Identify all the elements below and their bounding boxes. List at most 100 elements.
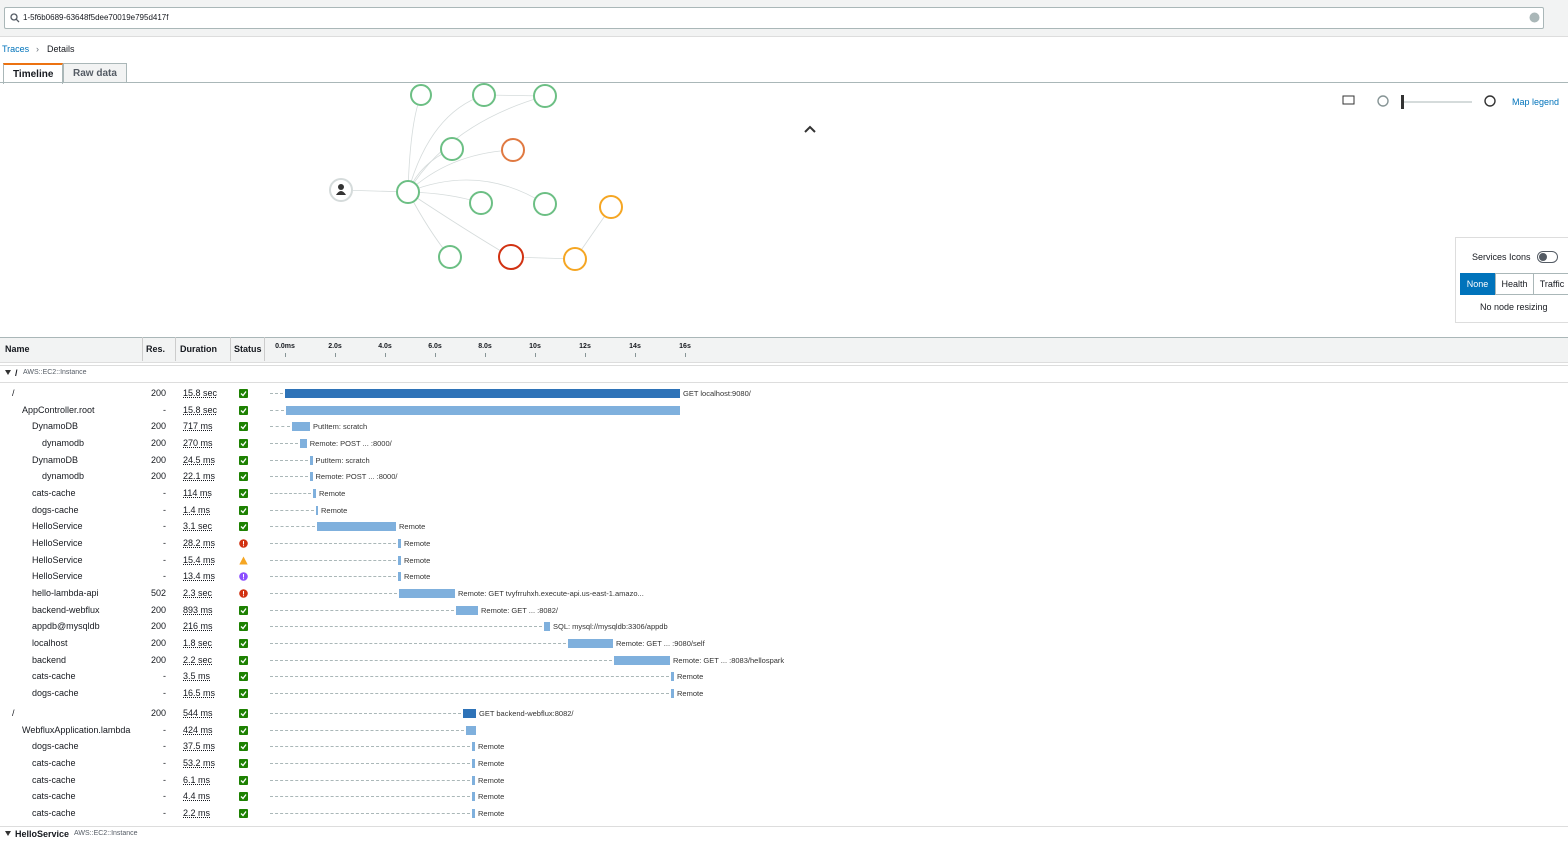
tab[interactable]: Raw data (63, 63, 127, 83)
span-label: Remote: POST ... :8000/ (309, 439, 392, 448)
response-code: - (163, 404, 166, 415)
timeline-tick-label: 0.0ms (275, 343, 295, 350)
status-icon (239, 422, 248, 433)
span-name[interactable]: / (12, 388, 15, 398)
span-label: PutItem: scratch (315, 455, 370, 465)
status-icon (239, 655, 248, 667)
help-icon[interactable] (1529, 12, 1540, 23)
status-icon (239, 809, 248, 820)
response-code: 200 (150, 654, 166, 665)
duration: 114 ms (183, 488, 212, 499)
duration: 37.5 ms (183, 741, 216, 752)
span-name[interactable]: cats-cache (32, 774, 76, 785)
span-name[interactable]: cats-cache (32, 758, 76, 768)
span-name[interactable]: cats-cache (32, 488, 76, 499)
tab[interactable]: Timeline (3, 63, 64, 84)
span-label: Remote (399, 522, 426, 532)
span-name[interactable]: HelloService (32, 554, 83, 565)
timeline-tick-label: 12s (579, 343, 591, 350)
span-bar (399, 589, 455, 599)
span-name[interactable]: hello-lambda-api (32, 588, 99, 599)
duration: 216 ms (183, 621, 213, 632)
span-name[interactable]: DynamoDB (32, 454, 79, 465)
response-code: - (163, 808, 166, 819)
span-bar (310, 472, 313, 482)
column-header[interactable]: Duration (180, 344, 217, 354)
span-name[interactable]: HelloService (32, 521, 83, 532)
status-icon (239, 622, 248, 633)
span-name[interactable]: cats-cache (32, 671, 76, 682)
response-code: - (163, 488, 166, 499)
response-code: 200 (150, 438, 166, 448)
span-name[interactable]: dogs-cache (32, 504, 79, 515)
span-name[interactable]: backend (32, 654, 67, 665)
response-code: 200 (150, 621, 166, 632)
duration: 2.2 ms (183, 808, 211, 819)
timeline-tick (385, 353, 386, 357)
group-caret[interactable] (5, 831, 11, 836)
span-name[interactable]: AppController.root (22, 404, 95, 415)
mode-button[interactable]: Traffic (1533, 273, 1568, 295)
span-bar (671, 672, 674, 682)
search-box[interactable]: 1-5f6b0689-63648f5dee70019e795d417f (4, 7, 1544, 29)
duration: 22.1 ms (183, 471, 216, 482)
timeline-tick-label: 4.0s (378, 343, 392, 350)
response-code: 200 (150, 604, 166, 615)
span-name[interactable]: dynamodb (42, 438, 85, 448)
status-icon (239, 489, 248, 500)
span-name[interactable]: WebfluxApplication.lambda (22, 724, 131, 735)
span-name[interactable]: HelloService (32, 538, 83, 549)
connector (270, 693, 669, 695)
span-name[interactable]: cats-cache (32, 808, 76, 819)
duration: 15.4 ms (183, 554, 216, 565)
span-label: Remote (404, 555, 431, 565)
status-icon (239, 709, 248, 720)
timeline-tick (685, 353, 686, 357)
span-bar (398, 572, 401, 582)
column-header[interactable]: Name (5, 344, 30, 354)
span-name[interactable]: cats-cache (32, 791, 76, 802)
span-label: Remote (677, 672, 704, 682)
span-bar (310, 455, 313, 465)
span-bar (568, 639, 613, 649)
col-sep (230, 337, 231, 361)
span-bar (463, 709, 476, 718)
response-code: - (163, 758, 166, 768)
response-code: 200 (150, 471, 166, 482)
duration: 270 ms (183, 438, 213, 448)
response-code: 200 (150, 421, 166, 432)
column-header[interactable]: Status (234, 344, 262, 354)
span-name[interactable]: dogs-cache (32, 741, 79, 752)
span-label: Remote (319, 489, 346, 499)
mode-button[interactable]: Health (1495, 273, 1534, 295)
status-icon (239, 472, 248, 483)
mode-button[interactable]: None (1460, 273, 1495, 295)
response-code: 200 (150, 708, 166, 718)
connector (270, 796, 470, 798)
span-name[interactable]: HelloService (32, 571, 83, 582)
response-code: 200 (150, 388, 166, 398)
connector (270, 543, 396, 545)
span-name[interactable]: localhost (32, 638, 68, 649)
map-legend-link[interactable]: Map legend (1512, 97, 1560, 107)
connector (270, 509, 314, 511)
toggle[interactable] (1537, 251, 1559, 263)
span-bar (286, 405, 680, 415)
span-name[interactable]: appdb@mysqldb (32, 621, 100, 632)
breadcrumb-link[interactable]: Traces (2, 44, 30, 54)
span-name[interactable]: dynamodb (42, 471, 85, 482)
span-name[interactable]: dogs-cache (32, 688, 79, 699)
span-name[interactable]: backend-webflux (32, 604, 100, 615)
span-label: Remote (478, 809, 505, 819)
column-header[interactable]: Res. (146, 344, 166, 354)
group-caret[interactable] (5, 370, 11, 375)
span-bar (472, 809, 475, 819)
span-name[interactable]: / (12, 708, 15, 718)
group-divider (0, 365, 1568, 383)
response-code: - (163, 571, 166, 582)
status-icon (239, 556, 248, 567)
span-name[interactable]: DynamoDB (32, 421, 79, 432)
status-icon (239, 539, 248, 550)
duration: 3.1 sec (183, 521, 213, 532)
